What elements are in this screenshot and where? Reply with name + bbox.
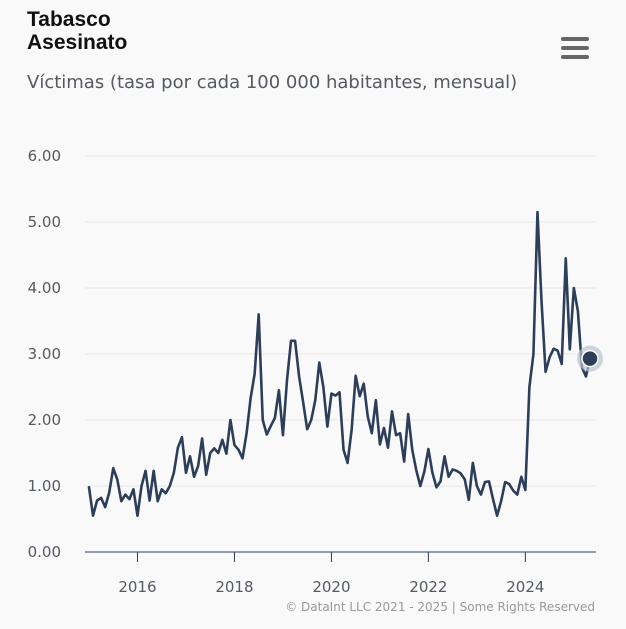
x-tick-label: 2024 [506, 578, 544, 596]
x-axis: 2016 2018 2020 2022 2024 [118, 552, 544, 596]
y-tick-label: 5.00 [28, 213, 61, 231]
data-point-marker[interactable] [581, 349, 599, 368]
hamburger-menu-icon[interactable] [559, 34, 591, 62]
x-tick-label: 2018 [215, 578, 253, 596]
chart-title: Tabasco Asesinato [27, 8, 127, 54]
x-tick-label: 2016 [118, 578, 156, 596]
chart-subtitle: Víctimas (tasa por cada 100 000 habitant… [27, 72, 518, 93]
y-axis: 0.00 1.00 2.00 3.00 4.00 5.00 6.00 [28, 147, 61, 561]
series-area [87, 210, 603, 517]
title-line-2: Asesinato [27, 31, 128, 54]
y-tick-label: 3.00 [28, 345, 61, 363]
x-tick-label: 2020 [312, 578, 350, 596]
y-tick-label: 4.00 [28, 279, 61, 297]
credits-text: © DataInt LLC 2021 - 2025 | Some Rights … [285, 600, 595, 614]
series-line [87, 210, 592, 517]
y-tick-label: 2.00 [28, 411, 61, 429]
title-line-1: Tabasco [27, 8, 111, 31]
x-tick-label: 2022 [409, 578, 447, 596]
y-tick-label: 6.00 [28, 147, 61, 165]
y-tick-label: 1.00 [28, 477, 61, 495]
y-tick-label: 0.00 [28, 543, 61, 561]
